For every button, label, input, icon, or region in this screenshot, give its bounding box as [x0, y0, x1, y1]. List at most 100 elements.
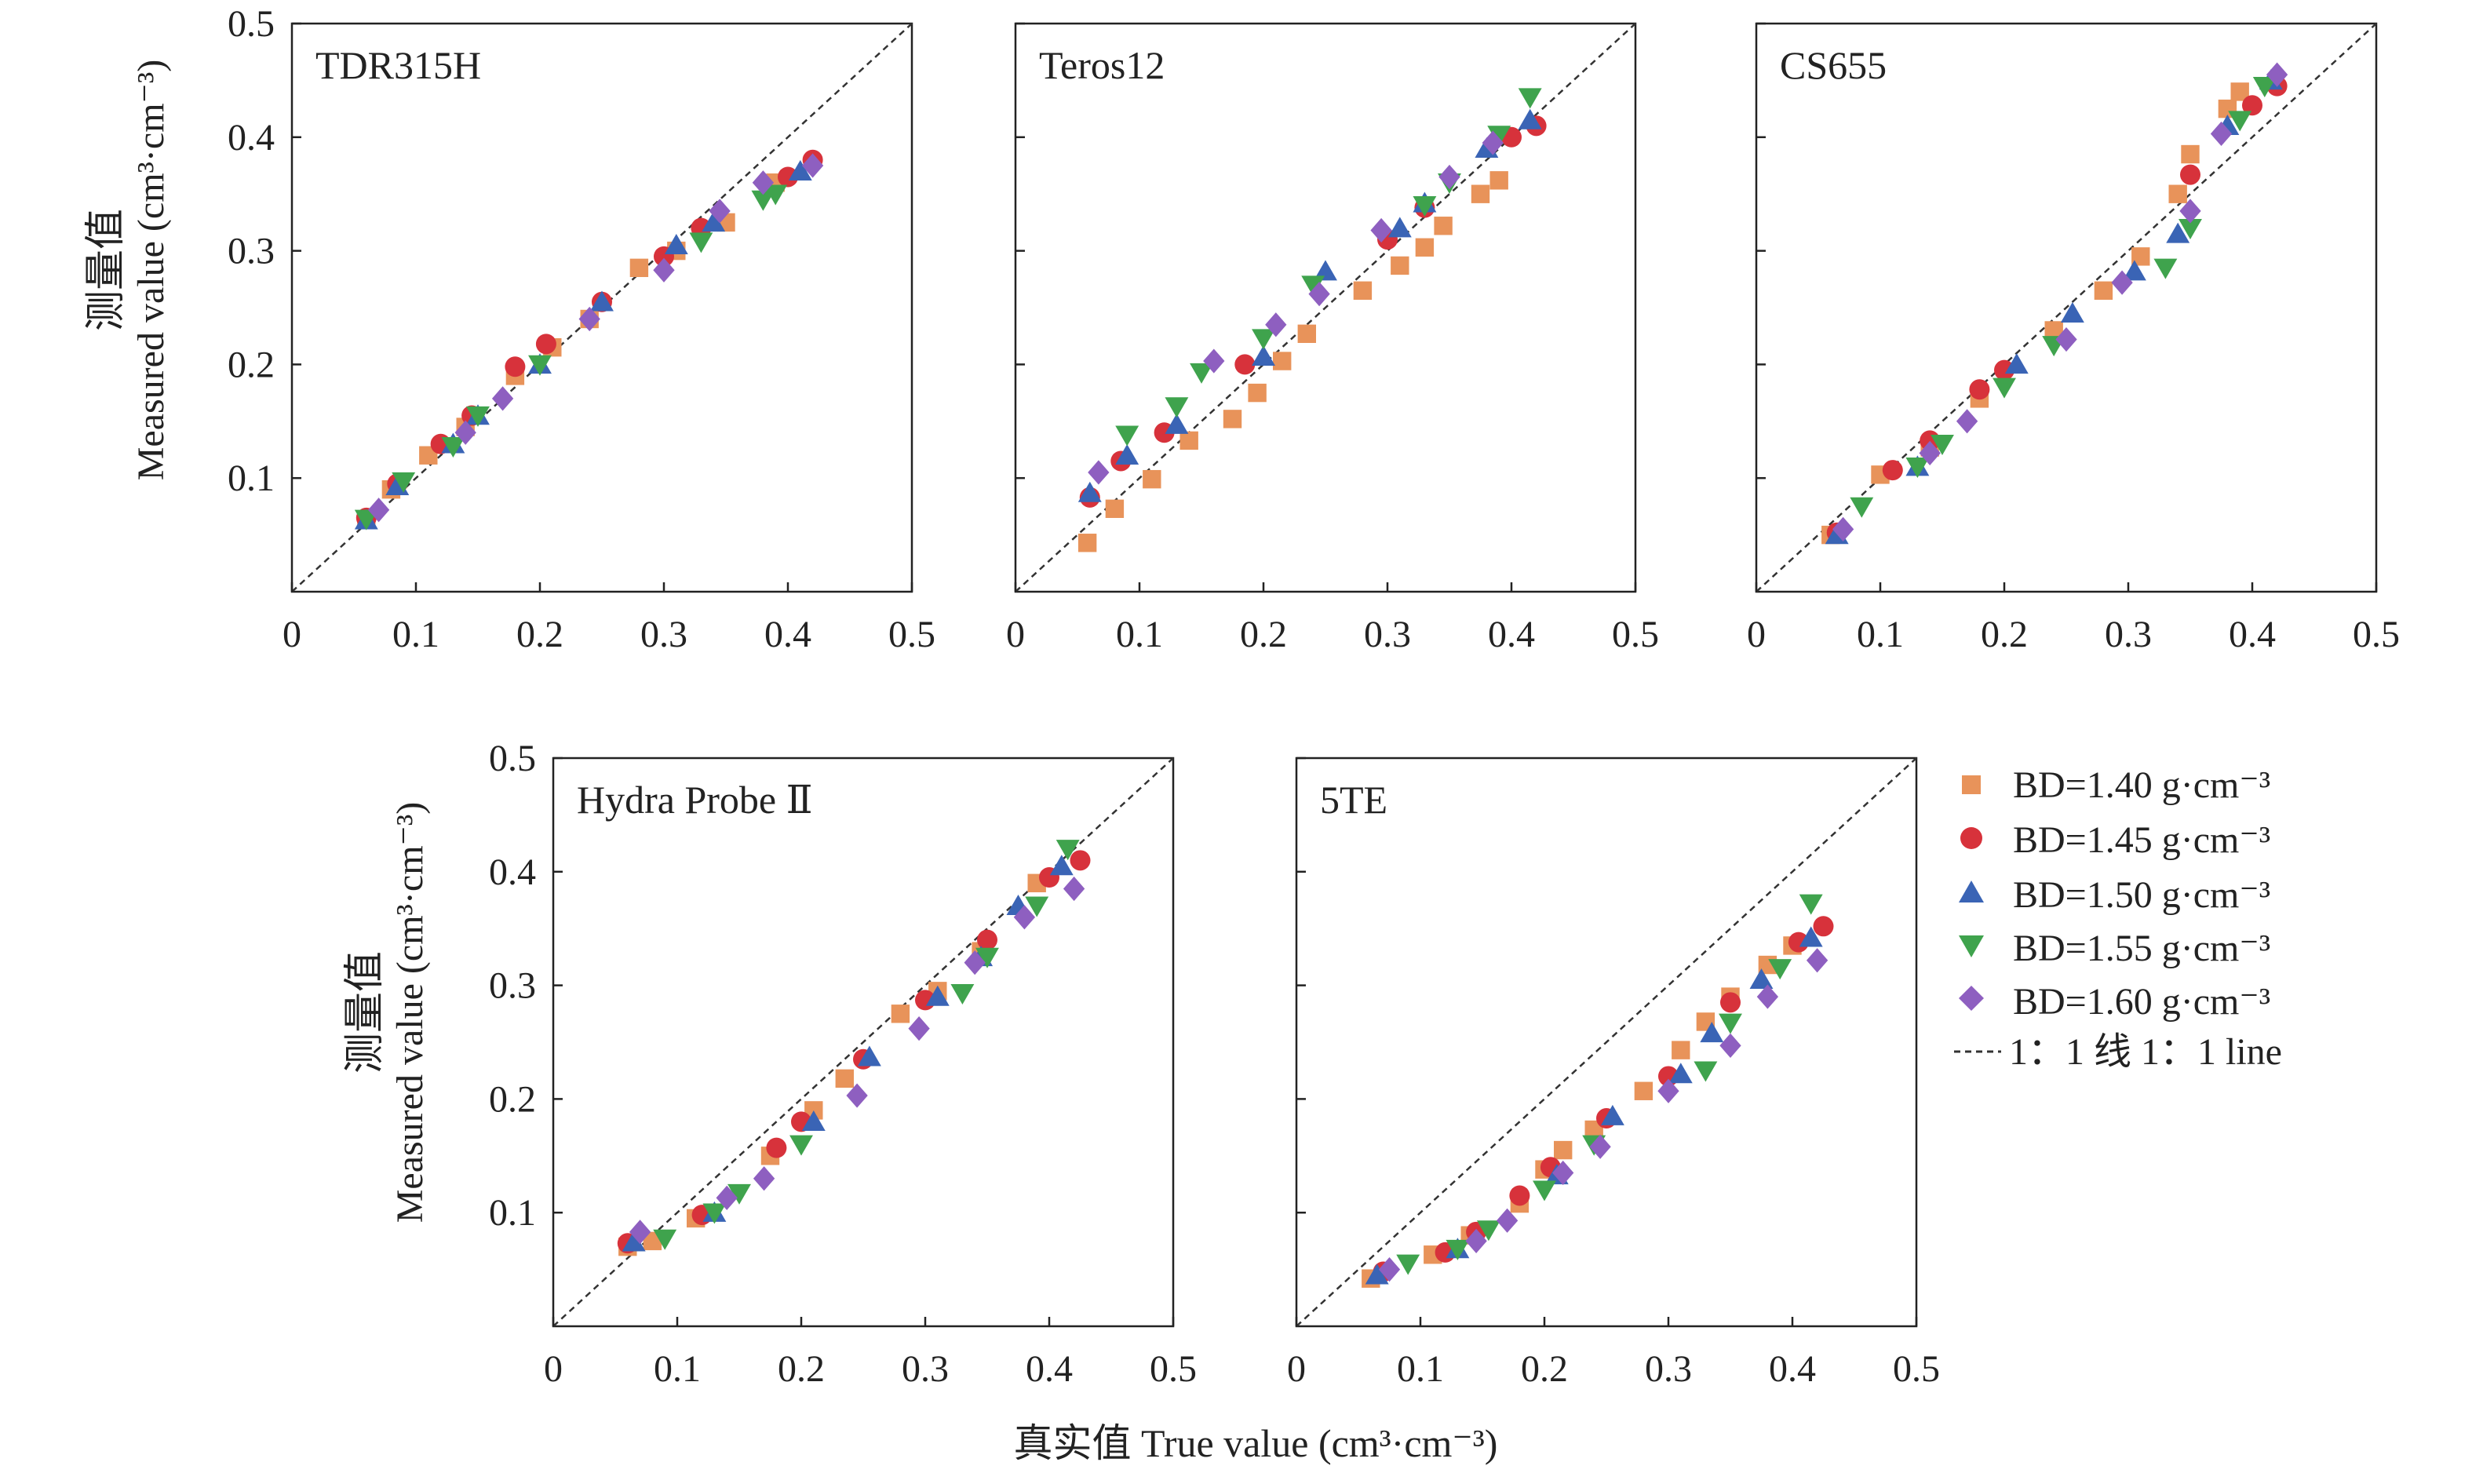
data-point [1370, 217, 1392, 243]
data-point [1063, 876, 1085, 902]
data-point [643, 1231, 662, 1251]
legend-label: BD=1.50 g·cm⁻³ [2013, 874, 2270, 916]
data-point [1719, 1013, 1742, 1034]
data-point [1143, 469, 1161, 489]
data-series [1378, 948, 1828, 1282]
data-series [1088, 130, 1504, 485]
data-point [1308, 282, 1330, 307]
panel-title: Hydra Probe Ⅱ [577, 778, 813, 822]
x-tick-label: 0.2 [1521, 1348, 1568, 1390]
data-point [2179, 199, 2201, 224]
x-tick-label: 0 [283, 614, 301, 655]
data-point [1672, 1041, 1690, 1059]
data-point [1905, 458, 1930, 479]
data-point [1077, 534, 1097, 552]
data-point [2004, 353, 2029, 374]
data-point [2111, 270, 2133, 295]
data-point [1600, 1104, 1624, 1125]
plot-frame [552, 757, 1175, 1328]
data-point [1434, 217, 1453, 235]
data-point [1165, 397, 1189, 418]
data-point [1806, 948, 1828, 973]
data-point [2266, 62, 2288, 87]
data-point [1179, 431, 1198, 450]
data-point [1049, 855, 1074, 876]
x-tick-label: 0.4 [1026, 1348, 1073, 1390]
data-point [846, 1083, 868, 1108]
x-axis-label: 真实值 True value (cm³·cm⁻³) [1014, 1421, 1498, 1465]
plot-frame [1755, 22, 2378, 593]
data-point [753, 1166, 775, 1191]
data-point [1297, 324, 1316, 344]
data-point [1013, 905, 1036, 930]
data-point [1115, 425, 1139, 447]
data-point [702, 211, 726, 232]
x-tick-label: 0.3 [1645, 1348, 1692, 1390]
legend-item: BD=1.60 g·cm⁻³ [1959, 981, 2270, 1023]
data-point [1396, 1254, 1420, 1275]
data-point [766, 1137, 787, 1158]
data-point [1634, 1081, 1653, 1100]
data-point [505, 356, 526, 377]
x-tick-label: 0.1 [654, 1348, 701, 1390]
data-point [1993, 377, 2016, 399]
data-series [1077, 108, 1542, 502]
data-point [1476, 1220, 1500, 1242]
data-point [2131, 247, 2150, 266]
data-point [1446, 1239, 1470, 1260]
reference-line-1to1 [1756, 23, 2377, 593]
data-series [1362, 936, 1802, 1288]
data-point [1882, 460, 1903, 481]
data-series [622, 855, 1074, 1252]
data-point [1749, 968, 1774, 990]
data-point [789, 1135, 813, 1156]
legend-label: BD=1.45 g·cm⁻³ [2013, 819, 2270, 861]
y-axis-label-cn: 测量值 [343, 951, 388, 1074]
legend-item: BD=1.55 g·cm⁻³ [1959, 928, 2270, 969]
data-point [1720, 992, 1741, 1013]
data-point [2060, 301, 2084, 323]
y-tick-label: 0.4 [228, 117, 275, 159]
y-axis-label-bottom-row: 测量值 Measured value (cm³·cm⁻³) [343, 802, 431, 1223]
data-point [925, 985, 950, 1006]
data-series [1115, 88, 1542, 447]
data-point [1413, 195, 1437, 217]
data-point [804, 1101, 823, 1120]
data-point [1105, 499, 1125, 518]
data-point [2178, 218, 2202, 239]
x-tick-label: 0.3 [640, 614, 687, 655]
data-point [1788, 932, 1809, 953]
data-point [454, 420, 476, 445]
data-point [801, 153, 824, 178]
x-tick-label: 0.1 [392, 614, 439, 655]
legend-label: BD=1.40 g·cm⁻³ [2013, 764, 2270, 806]
data-point [1931, 435, 1954, 456]
data-point [1584, 1120, 1603, 1139]
data-point [2166, 222, 2190, 243]
data-point [1956, 409, 1978, 434]
data-point [528, 355, 552, 376]
data-point [964, 950, 986, 975]
data-point [1365, 1263, 1389, 1285]
data-point [1223, 410, 1242, 428]
data-point [1378, 1257, 1401, 1282]
x-tick-label: 0 [544, 1348, 563, 1390]
x-tick-label: 0.2 [516, 614, 563, 655]
x-tick-label: 0.5 [1893, 1348, 1940, 1390]
data-point [975, 947, 999, 968]
data-point [1657, 1078, 1679, 1103]
data-point [702, 1203, 727, 1224]
data-point [1252, 345, 1275, 366]
scatter-panel: 0 0.1 0.2 0.3 0.4 0.5 0.1 0.2 0.3 0.4 0.5 Hydra Pro… [489, 738, 1197, 1390]
data-point [578, 306, 600, 332]
data-point [1768, 959, 1792, 980]
panel-title: Teros12 [1039, 43, 1165, 87]
data-point [1719, 1033, 1741, 1058]
data-series [653, 840, 1080, 1250]
data-point [1552, 1160, 1574, 1186]
data-point [491, 386, 514, 411]
data-point [1533, 1180, 1556, 1201]
data-point [2181, 144, 2200, 164]
data-series [354, 184, 788, 531]
